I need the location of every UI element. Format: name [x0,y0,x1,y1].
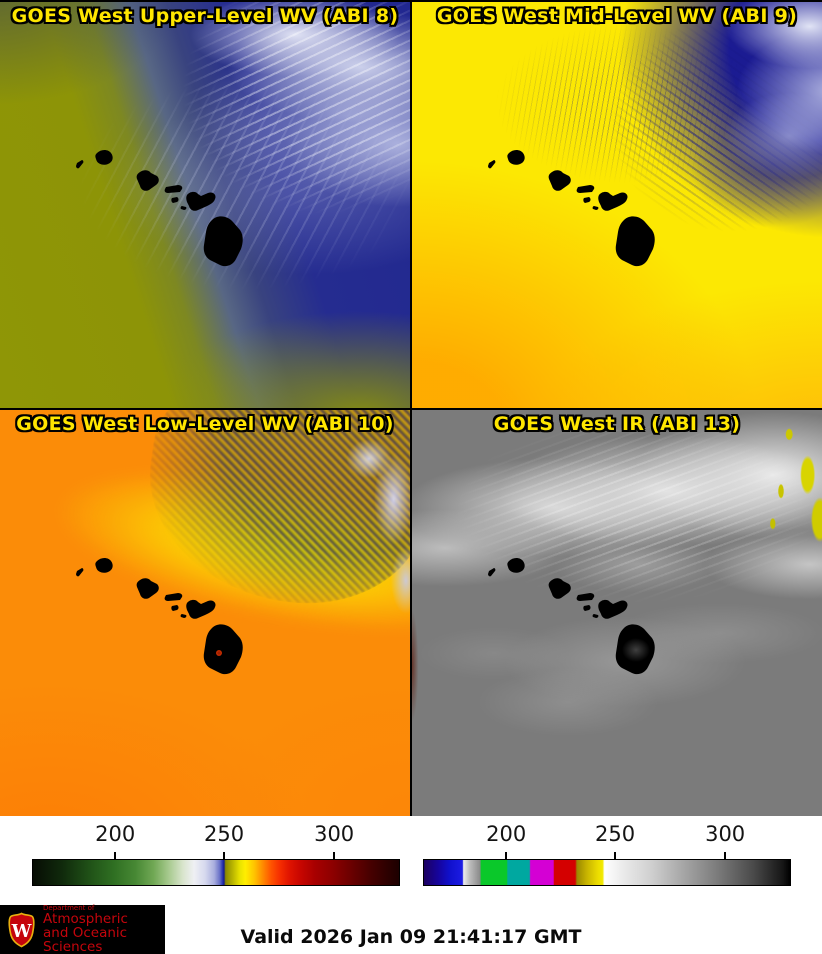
wv-tick-label-300: 300 [314,822,355,846]
wv-tick-mark [114,852,117,859]
panel-title-abi9: GOES West Mid-Level WV (ABI 9) [436,5,798,27]
hawaii-islands-outline [76,150,243,267]
svg-text:W: W [11,921,32,942]
ir-tick-label-250: 250 [595,822,636,846]
colorbar-row: 200 250 300 200 250 300 [0,816,822,890]
ir-tick-mark [724,852,727,859]
hawaii-islands-outline [488,150,655,267]
wv-colorbar-group: 200 250 300 [0,816,411,890]
valid-time-label: Valid 2026 Jan 09 21:41:17 GMT [240,926,582,948]
hawaii-islands-outline [76,558,243,675]
logo-department-line: Department of [43,903,95,912]
panel-upper-level-wv: GOES West Upper-Level WV (ABI 8) [0,2,410,408]
ir-tick-mark [614,852,617,859]
panel-grid: GOES West Upper-Level WV (ABI 8) GOES We… [0,0,822,816]
ir-tick-label-200: 200 [486,822,527,846]
ir-tick-label-300: 300 [705,822,746,846]
panel-title-abi8: GOES West Upper-Level WV (ABI 8) [11,5,399,27]
wv-colorbar-area: 200 250 300 [32,816,400,890]
wv-tick-mark [333,852,336,859]
logo-name-line2: and Oceanic Sciences [43,925,128,954]
ir-colorbar-area: 200 250 300 [423,816,791,890]
ir-colorbar-group: 200 250 300 [411,816,822,890]
wv-tick-label-200: 200 [95,822,136,846]
logo-text-block: Department of Atmospheric and Oceanic Sc… [43,903,165,954]
panel-low-level-wv: GOES West Low-Level WV (ABI 10) [0,410,410,816]
footer-bar: W Department of Atmospheric and Oceanic … [0,890,822,954]
wv-tick-label-250: 250 [204,822,245,846]
panel-title-abi13: GOES West IR (ABI 13) [493,413,741,435]
logo-name-line1: Atmospheric [43,910,128,927]
panel-mid-level-wv: GOES West Mid-Level WV (ABI 9) [412,2,822,408]
cold-cloudtop-enhancement [412,410,822,816]
panel-title-abi10: GOES West Low-Level WV (ABI 10) [16,413,394,435]
uw-crest-icon: W [8,912,35,947]
aos-department-logo: W Department of Atmospheric and Oceanic … [0,903,165,954]
ir-colorbar [423,859,791,886]
ir-tick-mark [505,852,508,859]
panel-infrared: GOES West IR (ABI 13) [412,410,822,816]
wv-colorbar [32,859,400,886]
volcano-hotspot-dot [216,650,222,656]
wv-tick-mark [223,852,226,859]
